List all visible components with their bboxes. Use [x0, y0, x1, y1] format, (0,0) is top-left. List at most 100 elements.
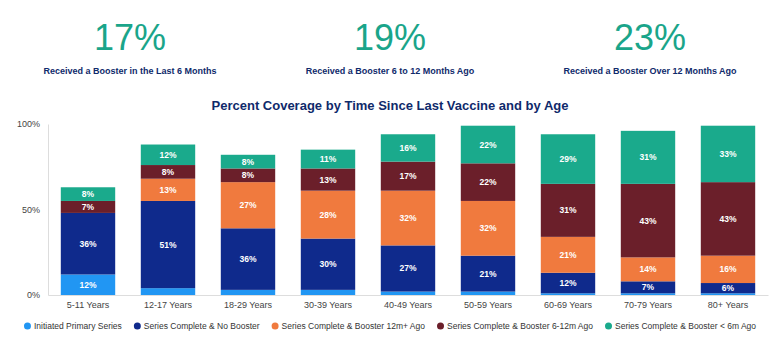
data-label: 36%: [239, 254, 256, 264]
data-label: 6%: [722, 283, 735, 293]
data-label: 32%: [399, 213, 416, 223]
x-tick-label: 60-69 Years: [544, 300, 593, 310]
data-label: 14%: [639, 264, 656, 274]
bar-segment: [61, 274, 115, 295]
y-tick-label: 0%: [27, 290, 40, 300]
data-labels: 12%36%51%36%30%27%21%12%7%6%13%27%28%32%…: [79, 140, 736, 294]
data-label: 51%: [159, 240, 176, 250]
bar-segment: [61, 187, 115, 201]
x-axis: 5-11 Years12-17 Years18-29 Years30-39 Ye…: [49, 295, 769, 310]
x-tick: 50-59 Years: [464, 295, 513, 310]
bar-segment: [61, 213, 115, 275]
data-label: 12%: [159, 150, 176, 160]
legend-label: Initiated Primary Series: [34, 321, 122, 331]
data-label: 16%: [719, 264, 736, 274]
bars: [61, 126, 755, 295]
series: [141, 179, 755, 283]
x-axis-line: [49, 295, 769, 296]
data-label: 22%: [479, 177, 496, 187]
bar-segment: [461, 292, 515, 295]
data-label: 31%: [639, 152, 656, 162]
x-tick-label: 12-17 Years: [144, 300, 193, 310]
bar-segment: [621, 184, 675, 258]
series: [61, 126, 755, 201]
bar-segment: [701, 293, 755, 295]
bar-segment: [141, 288, 195, 295]
bar-segment: [701, 126, 755, 182]
legend-item: Series Complete & Booster < 6m Ago: [605, 321, 756, 331]
bar-segment: [541, 273, 595, 294]
data-label: 28%: [319, 210, 336, 220]
kpi-value: 19%: [354, 17, 426, 58]
data-label: 12%: [559, 278, 576, 288]
bar-segment: [701, 283, 755, 293]
data-label: 7%: [82, 202, 95, 212]
data-label: 22%: [479, 140, 496, 150]
chart-root: 17%Received a Booster in the Last 6 Mont…: [0, 0, 780, 343]
legend-label: Series Complete & Booster 12m+ Ago: [282, 321, 426, 331]
y-tick-label: 100%: [17, 119, 40, 129]
data-label: 21%: [479, 269, 496, 279]
chart-title: Percent Coverage by Time Since Last Vacc…: [212, 98, 569, 113]
data-label: 29%: [559, 154, 576, 164]
bar-segment: [141, 145, 195, 166]
bar-segment: [381, 191, 435, 246]
bar-segment: [461, 126, 515, 164]
y-axis: 0% 50% 100%: [17, 119, 49, 300]
bar-segment: [621, 257, 675, 281]
legend-marker: [272, 323, 279, 330]
data-label: 13%: [319, 175, 336, 185]
data-label: 8%: [242, 170, 255, 180]
bar-segment: [221, 228, 275, 290]
legend-item: Series Complete & No Booster: [134, 321, 260, 331]
data-label: 21%: [559, 250, 576, 260]
bar-segment: [381, 162, 435, 191]
data-label: 27%: [399, 263, 416, 273]
y-tick: 100%: [17, 119, 48, 129]
kpi-label: Received a Booster 6 to 12 Months Ago: [306, 66, 475, 76]
x-tick-label: 70-79 Years: [624, 300, 673, 310]
bar-segment: [621, 281, 675, 293]
bar-segment: [621, 131, 675, 184]
bar-segment: [141, 201, 195, 288]
bar-segment: [461, 256, 515, 292]
bar-segment: [381, 245, 435, 291]
y-tick-label: 50%: [22, 205, 40, 215]
bar-segment: [221, 168, 275, 182]
x-tick-label: 50-59 Years: [464, 300, 513, 310]
data-label: 13%: [159, 185, 176, 195]
legend: Initiated Primary Series Series Complete …: [24, 321, 756, 331]
legend-label: Series Complete & Booster < 6m Ago: [615, 321, 756, 331]
data-label: 33%: [719, 149, 736, 159]
legend-marker: [437, 323, 444, 330]
x-tick: 80+ Years: [708, 295, 749, 310]
data-label: 43%: [719, 214, 736, 224]
kpi-value: 23%: [614, 17, 686, 58]
data-label: 8%: [82, 189, 95, 199]
x-tick: 30-39 Years: [304, 295, 353, 310]
bar-segment: [541, 293, 595, 295]
x-tick: 40-49 Years: [384, 295, 433, 310]
legend-item: Initiated Primary Series: [24, 321, 122, 331]
bar-segment: [541, 134, 595, 184]
bar-segment: [301, 168, 355, 190]
data-label: 27%: [239, 200, 256, 210]
bar-segment: [461, 163, 515, 201]
bar-segment: [221, 290, 275, 295]
legend-label: Series Complete & Booster 6-12m Ago: [447, 321, 593, 331]
bar-segment: [461, 201, 515, 256]
bar-segment: [701, 256, 755, 283]
bar-segment: [221, 155, 275, 169]
data-label: 7%: [642, 282, 655, 292]
plot: 0%50%100%5-11 Years12-17 Years18-29 Year…: [17, 119, 769, 310]
bar-segment: [141, 165, 195, 179]
data-label: 8%: [242, 157, 255, 167]
x-tick: 70-79 Years: [624, 295, 673, 310]
x-tick: 12-17 Years: [144, 295, 193, 310]
data-label: 30%: [319, 259, 336, 269]
x-tick: 18-29 Years: [224, 295, 273, 310]
x-tick: 60-69 Years: [544, 295, 593, 310]
y-tick: 50%: [22, 205, 48, 215]
legend-item: Series Complete & Booster 12m+ Ago: [272, 321, 426, 331]
bar-segment: [301, 290, 355, 295]
